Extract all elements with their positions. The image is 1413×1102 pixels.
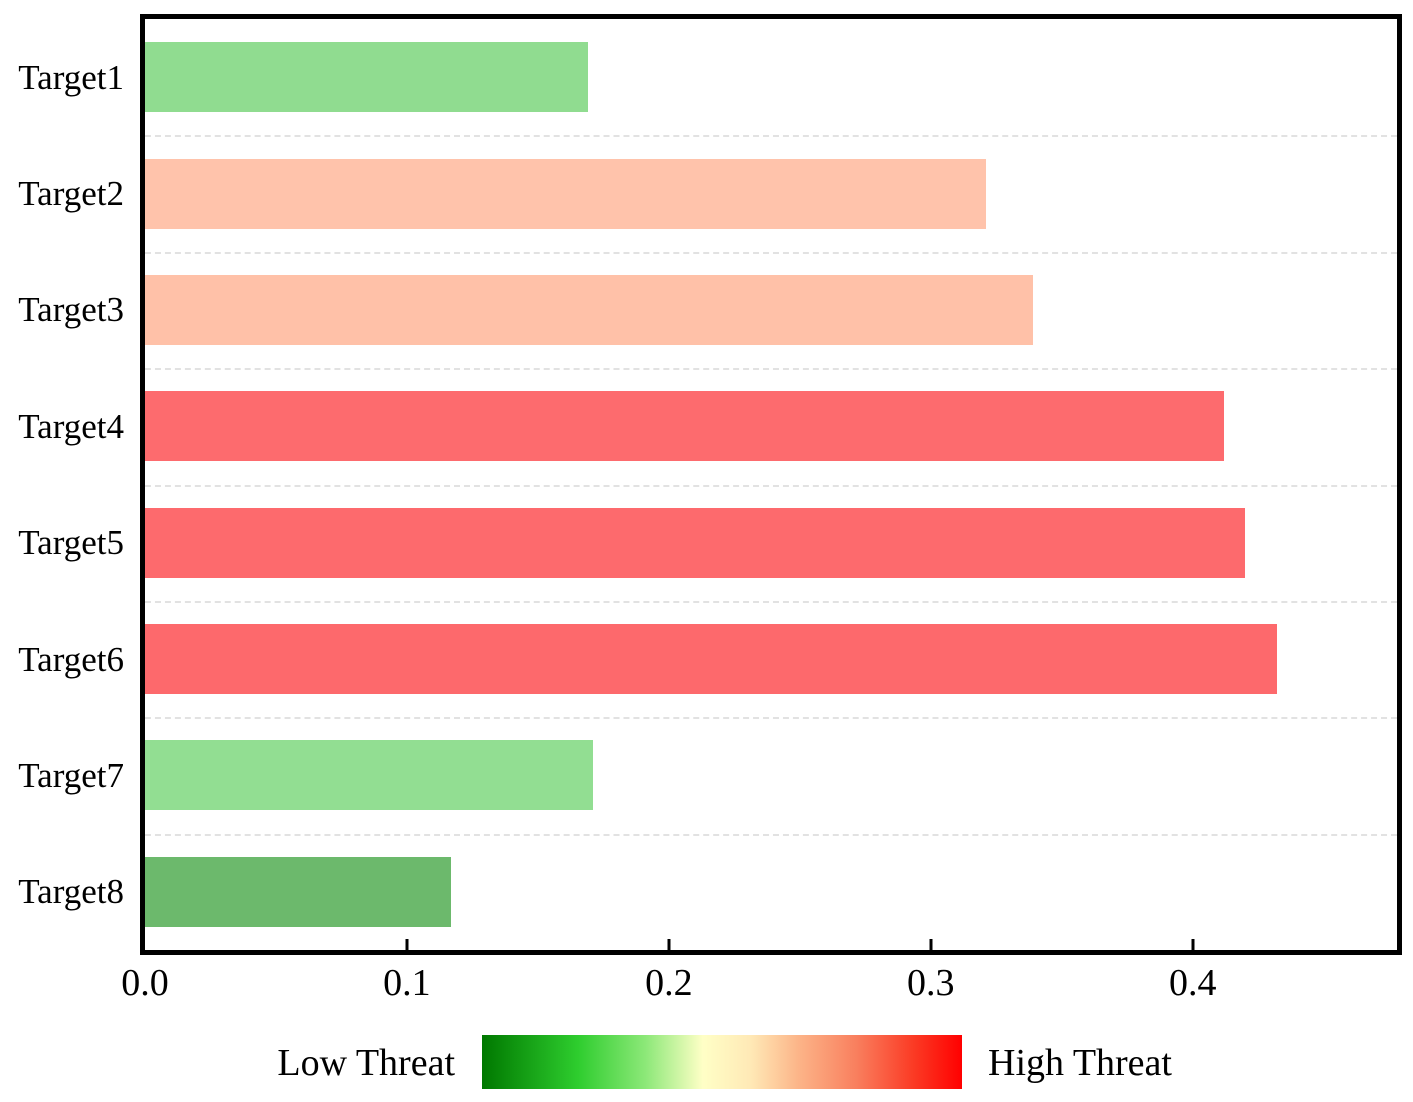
bar-row-target5 <box>145 485 1397 601</box>
threat-colorbar-gradient <box>482 1035 962 1089</box>
gridline <box>145 135 1397 138</box>
bar-row-target2 <box>145 135 1397 251</box>
gridline <box>145 251 1397 254</box>
bar-target3 <box>145 274 1033 345</box>
y-axis-labels: Target1 Target2 Target3 Target4 Target5 Targe… <box>0 19 124 950</box>
x-tick-mark <box>929 939 933 950</box>
x-tick-label-0.1: 0.1 <box>383 962 431 1004</box>
bar-row-target8 <box>145 834 1397 950</box>
x-tick-mark <box>667 939 671 950</box>
legend-low-label: Low Threat <box>277 1042 455 1084</box>
legend-high-label: High Threat <box>988 1042 1172 1084</box>
bar-row-target1 <box>145 19 1397 135</box>
x-axis-tick-labels: 0.0 0.1 0.2 0.3 0.4 <box>121 962 1397 1011</box>
bar-row-target6 <box>145 601 1397 717</box>
bar-target1 <box>145 42 588 113</box>
gridline <box>145 717 1397 720</box>
gridlines-layer <box>145 19 1397 950</box>
gridline <box>145 484 1397 487</box>
y-axis-label-target7: Target7 <box>18 755 124 795</box>
gridline <box>145 368 1397 371</box>
plot-area <box>140 14 1402 955</box>
x-ticks-layer <box>145 19 1397 950</box>
x-tick-mark <box>405 939 409 950</box>
y-axis-label-target8: Target8 <box>18 872 124 912</box>
bar-target5 <box>145 507 1246 578</box>
bar-row-target7 <box>145 717 1397 833</box>
y-axis-label-target3: Target3 <box>18 290 124 330</box>
bar-row-target3 <box>145 252 1397 368</box>
y-axis-label-target6: Target6 <box>18 639 124 679</box>
gridline <box>145 833 1397 836</box>
x-tick-label-0.2: 0.2 <box>645 962 693 1004</box>
x-tick-mark <box>1191 939 1195 950</box>
bar-target6 <box>145 624 1277 695</box>
y-axis-label-target1: Target1 <box>18 57 124 97</box>
bar-target7 <box>145 740 593 811</box>
plot-rows <box>145 19 1397 950</box>
bar-target2 <box>145 158 986 229</box>
bar-row-target4 <box>145 368 1397 484</box>
bar-target4 <box>145 391 1225 462</box>
y-axis-label-target2: Target2 <box>18 174 124 214</box>
y-axis-label-target4: Target4 <box>18 406 124 446</box>
bar-target8 <box>145 856 452 927</box>
x-tick-label-0.3: 0.3 <box>907 962 955 1004</box>
x-tick-label-0.0: 0.0 <box>121 962 169 1004</box>
gridline <box>145 600 1397 603</box>
y-axis-label-target5: Target5 <box>18 523 124 563</box>
x-tick-label-0.4: 0.4 <box>1168 962 1217 1004</box>
